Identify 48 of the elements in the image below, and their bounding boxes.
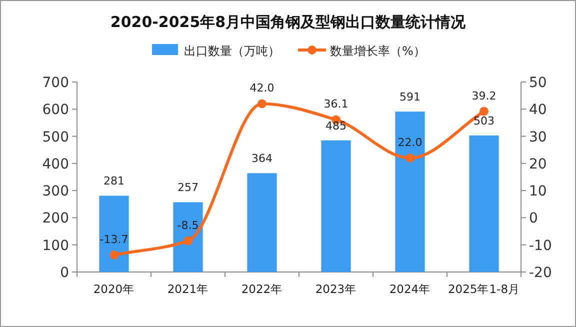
x-tick-label: 2020年 [93,282,135,296]
bar [469,135,499,272]
y-tick-label: 500 [42,129,69,146]
data-label: -8.5 [177,218,199,232]
y2-tick-label: 0 [529,210,538,227]
point [258,99,266,108]
y-tick-label: 700 [42,75,69,91]
point [406,154,414,162]
bar [395,112,425,272]
data-label: 42.0 [250,82,274,95]
x-tick-label: 2024年 [389,282,431,296]
point [184,236,192,246]
legend-label: 出口数量（万吨） [184,44,280,58]
data-label: 257 [178,181,198,194]
point [480,106,488,116]
legend-label: 数量增长率（%） [330,44,426,58]
bar [173,202,203,272]
y-tick-label: 100 [42,238,69,254]
y2-tick-label: 20 [529,156,547,172]
data-label: 591 [400,90,420,104]
data-label: 485 [326,119,346,132]
y-tick-label: 400 [42,156,69,172]
x-tick-label: 2021年 [167,282,209,296]
x-tick-label: 2022年 [241,282,283,296]
y-tick-label: 200 [42,210,69,227]
y2-tick-label: 50 [529,75,547,91]
data-label: -13.7 [100,232,128,246]
y-tick-label: 600 [42,102,69,118]
chart-title: 2020-2025年8月中国角钢及型钢出口数量统计情况 [110,13,467,31]
y2-tick-label: -10 [529,238,552,254]
data-label: 503 [474,114,494,128]
y2-tick-label: 40 [529,102,547,118]
y2-tick-label: -20 [529,265,552,281]
y-tick-label: 0 [60,265,69,281]
x-tick-label: 2023年 [315,282,357,296]
bar [321,140,351,272]
x-tick-label: 2025年1-8月 [448,282,520,296]
data-label: 22.0 [398,136,422,149]
y2-tick-label: 30 [529,129,547,146]
data-label: 36.1 [324,98,348,111]
data-label: 281 [104,174,124,188]
data-label: 364 [252,152,272,166]
y-tick-label: 300 [42,184,69,200]
bar [247,173,277,272]
y2-tick-label: 10 [529,184,547,200]
data-label: 39.2 [472,89,496,102]
bar [99,196,129,272]
point [110,250,118,260]
